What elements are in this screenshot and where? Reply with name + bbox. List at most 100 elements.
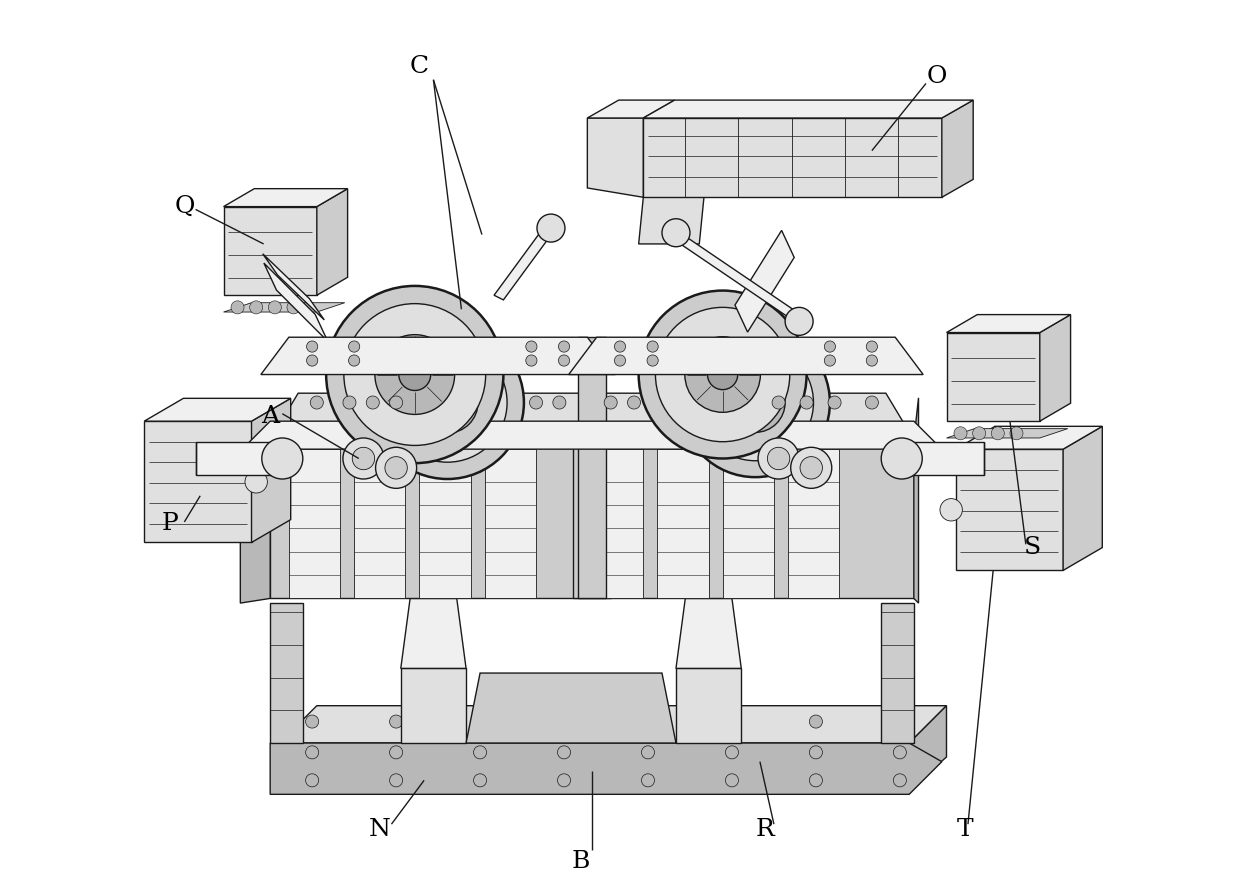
Polygon shape [573, 440, 914, 598]
Circle shape [366, 396, 379, 409]
Circle shape [725, 746, 739, 759]
Polygon shape [657, 449, 708, 598]
Circle shape [810, 773, 822, 787]
Circle shape [825, 355, 836, 366]
Circle shape [641, 746, 655, 759]
Circle shape [435, 390, 460, 415]
Polygon shape [644, 100, 973, 118]
Polygon shape [223, 206, 316, 295]
Text: A: A [262, 405, 279, 428]
Polygon shape [252, 398, 290, 542]
Circle shape [743, 390, 768, 414]
Circle shape [558, 746, 570, 759]
Circle shape [384, 457, 407, 479]
Polygon shape [355, 449, 405, 598]
Circle shape [558, 341, 569, 352]
Polygon shape [573, 393, 914, 440]
Circle shape [662, 219, 689, 247]
Polygon shape [909, 706, 946, 789]
Text: B: B [572, 850, 590, 873]
Circle shape [866, 396, 878, 409]
Polygon shape [196, 442, 279, 476]
Polygon shape [401, 598, 466, 669]
Polygon shape [914, 398, 919, 603]
Polygon shape [485, 449, 536, 598]
Circle shape [474, 773, 486, 787]
Polygon shape [644, 118, 942, 197]
Circle shape [882, 438, 923, 479]
Circle shape [773, 396, 785, 409]
Text: R: R [755, 818, 774, 841]
Polygon shape [1063, 427, 1102, 571]
Circle shape [656, 308, 790, 442]
Circle shape [991, 427, 1004, 440]
Polygon shape [904, 442, 983, 476]
Polygon shape [494, 225, 554, 300]
Polygon shape [144, 398, 290, 421]
Circle shape [268, 300, 281, 314]
Text: T: T [957, 818, 973, 841]
Polygon shape [578, 337, 606, 598]
Circle shape [725, 372, 785, 432]
Circle shape [604, 396, 618, 409]
Circle shape [1009, 427, 1023, 440]
Circle shape [725, 773, 739, 787]
Circle shape [828, 396, 841, 409]
Circle shape [558, 773, 570, 787]
Circle shape [768, 447, 790, 469]
Polygon shape [676, 598, 742, 669]
Polygon shape [401, 669, 466, 743]
Circle shape [791, 447, 832, 488]
Circle shape [684, 337, 760, 412]
Circle shape [343, 438, 384, 479]
Polygon shape [270, 603, 303, 743]
Circle shape [893, 715, 906, 728]
Circle shape [348, 341, 360, 352]
Text: S: S [1024, 535, 1040, 558]
Polygon shape [241, 440, 270, 603]
Circle shape [417, 372, 477, 433]
Text: Q: Q [174, 195, 195, 218]
Circle shape [389, 396, 403, 409]
Circle shape [306, 341, 317, 352]
Circle shape [389, 746, 403, 759]
Polygon shape [667, 230, 806, 324]
Polygon shape [289, 449, 340, 598]
Circle shape [810, 746, 822, 759]
Circle shape [825, 341, 836, 352]
Circle shape [231, 300, 244, 314]
Circle shape [940, 499, 962, 521]
Circle shape [558, 355, 569, 366]
Circle shape [371, 326, 525, 479]
Polygon shape [723, 449, 774, 598]
Polygon shape [639, 197, 704, 244]
Circle shape [800, 457, 822, 479]
Circle shape [614, 355, 626, 366]
Polygon shape [956, 449, 1063, 571]
Text: N: N [368, 818, 391, 841]
Polygon shape [270, 440, 610, 598]
Polygon shape [735, 230, 795, 332]
Polygon shape [419, 449, 471, 598]
Polygon shape [946, 332, 1040, 421]
Polygon shape [942, 100, 973, 197]
Circle shape [725, 715, 739, 728]
Circle shape [537, 214, 565, 242]
Text: O: O [928, 65, 947, 87]
Polygon shape [144, 421, 252, 542]
Circle shape [867, 355, 878, 366]
Polygon shape [946, 315, 1070, 332]
Polygon shape [263, 253, 325, 320]
Circle shape [627, 396, 641, 409]
Circle shape [348, 355, 360, 366]
Circle shape [343, 396, 356, 409]
Circle shape [641, 715, 655, 728]
Circle shape [306, 355, 317, 366]
Polygon shape [569, 337, 924, 374]
Circle shape [972, 427, 986, 440]
Circle shape [343, 304, 486, 445]
Polygon shape [316, 188, 347, 295]
Polygon shape [260, 337, 615, 374]
Polygon shape [588, 118, 644, 197]
Circle shape [389, 773, 403, 787]
